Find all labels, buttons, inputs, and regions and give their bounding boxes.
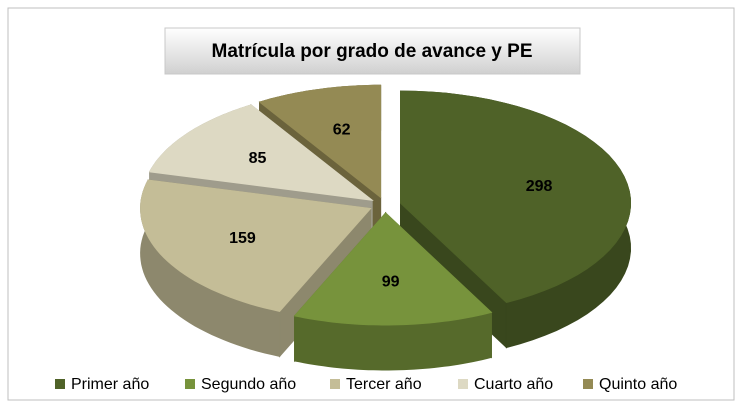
legend-label: Segundo año (201, 376, 296, 393)
title-box (164, 27, 581, 75)
slice (400, 90, 632, 304)
slice (148, 104, 374, 201)
data-label: 298 (526, 178, 553, 195)
legend-swatch (458, 379, 468, 389)
legend-label: Primer año (71, 376, 149, 393)
legend-swatch (583, 379, 593, 389)
data-label: 159 (229, 230, 256, 247)
legend-label: Cuarto año (474, 376, 553, 393)
data-label: 62 (333, 122, 351, 139)
slice (140, 179, 372, 312)
data-label: 85 (249, 150, 267, 167)
legend-label: Quinto año (599, 376, 677, 393)
legend-swatch (55, 379, 65, 389)
legend-swatch (185, 379, 195, 389)
legend-swatch (330, 379, 340, 389)
legend-label: Tercer año (346, 376, 422, 393)
slice (258, 84, 382, 199)
data-label: 99 (382, 274, 400, 291)
slice (293, 212, 493, 326)
chart-title: Matrícula por grado de avance y PE (212, 41, 533, 62)
